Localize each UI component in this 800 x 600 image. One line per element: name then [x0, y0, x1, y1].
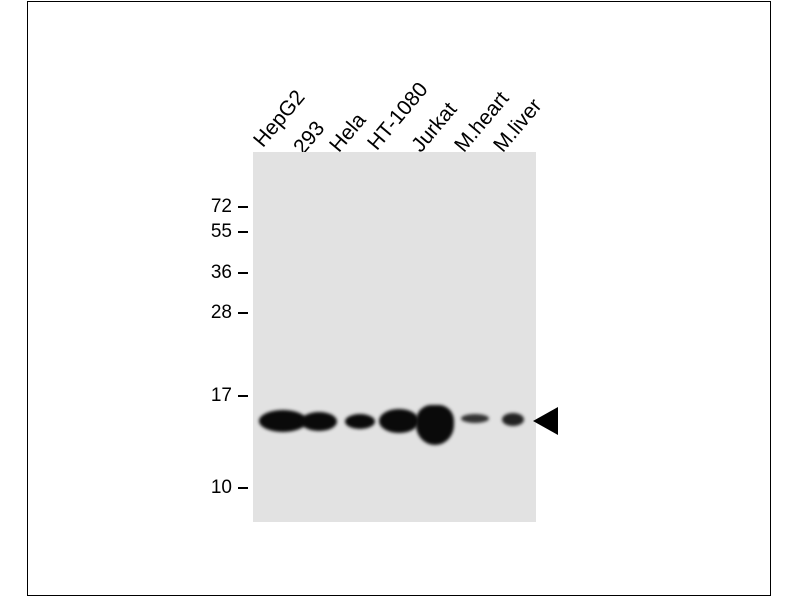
band-mliver [502, 413, 524, 426]
marker-tick [238, 272, 248, 274]
figure-frame [27, 1, 771, 596]
band-mheart [461, 414, 489, 423]
band-293 [301, 412, 337, 431]
marker-tick [238, 395, 248, 397]
marker-tick [238, 206, 248, 208]
band-hela [345, 414, 375, 429]
marker-tick [238, 231, 248, 233]
marker-55: 55 [210, 221, 232, 242]
band-hepg2 [259, 410, 307, 432]
band-ht1080 [379, 409, 419, 433]
marker-10: 10 [210, 477, 232, 498]
marker-tick [238, 312, 248, 314]
arrowhead-icon [533, 407, 558, 435]
marker-72: 72 [210, 196, 232, 217]
marker-36: 36 [210, 262, 232, 283]
blot-membrane [253, 152, 536, 522]
marker-tick [238, 487, 248, 489]
marker-28: 28 [210, 302, 232, 323]
marker-17: 17 [210, 385, 232, 406]
band-jurkat [416, 405, 454, 445]
